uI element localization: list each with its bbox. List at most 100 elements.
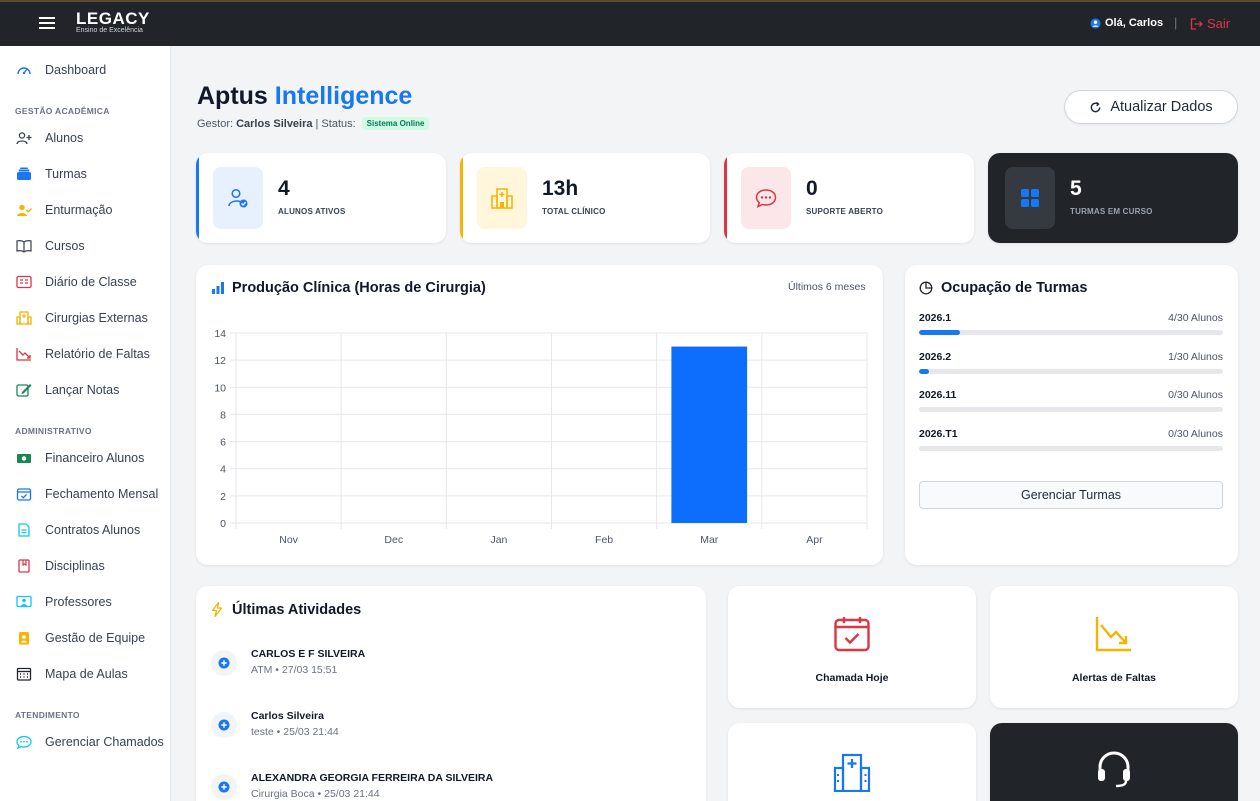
logo-sub-text: Ensino de Excelência — [76, 27, 143, 34]
y-tick-label: 4 — [220, 464, 226, 476]
sidebar-label-contratos: Contratos Alunos — [45, 523, 141, 537]
sidebar-label-dashboard: Dashboard — [45, 63, 107, 77]
user-greeting[interactable]: Olá, Carlos — [1090, 17, 1163, 29]
class-progress-track — [919, 446, 1223, 451]
quick-action-cirurgias[interactable] — [728, 723, 976, 801]
gestor-label: Gestor: — [197, 117, 234, 130]
plus-circle-icon — [211, 650, 237, 676]
user-check-icon — [16, 203, 32, 217]
lightning-icon — [211, 602, 223, 617]
sidebar-item-mapa[interactable]: Mapa de Aulas — [0, 661, 170, 687]
class-count: 1/30 Alunos — [1168, 351, 1223, 363]
production-chart-title: Produção Clínica (Horas de Cirurgia) — [232, 280, 486, 296]
sidebar-item-financeiro[interactable]: Financeiro Alunos — [0, 445, 170, 471]
brand-logo[interactable]: LEGACY Ensino de Excelência — [76, 10, 150, 35]
x-tick-label: Mar — [700, 534, 719, 546]
sidebar-label-cursos: Cursos — [45, 239, 85, 253]
class-progress-fill — [919, 330, 960, 335]
calendar-grid-icon — [16, 667, 32, 681]
quick-action-chamada[interactable]: Chamada Hoje — [728, 586, 976, 708]
stat-card-clinico[interactable]: 13h TOTAL CLÍNICO — [460, 153, 710, 243]
person-badge-icon — [16, 631, 32, 645]
sidebar-label-diario: Diário de Classe — [45, 275, 137, 289]
activity-meta: ATM • 27/03 15:51 — [251, 664, 338, 676]
topbar-separator: | — [1174, 15, 1178, 30]
page-title-main: Aptus — [197, 82, 268, 110]
grid-icon — [1005, 167, 1055, 229]
sidebar-item-enturmacao[interactable]: Enturmação — [0, 197, 170, 223]
class-name: 2026.11 — [919, 389, 957, 401]
stat-card-turmas[interactable]: 5 TURMAS EM CURSO — [988, 153, 1238, 243]
manage-classes-button[interactable]: Gerenciar Turmas — [919, 481, 1223, 509]
hamburger-menu-icon[interactable] — [38, 14, 56, 32]
status-badge: Sistema Online — [361, 117, 430, 130]
pie-chart-icon — [919, 281, 933, 295]
sidebar-label-notas: Lançar Notas — [45, 383, 120, 397]
calendar-check-icon — [833, 615, 871, 653]
class-progress-fill — [919, 369, 930, 374]
layers-icon — [16, 167, 32, 181]
sidebar-label-faltas: Relatório de Faltas — [45, 347, 150, 361]
hospital-icon — [16, 311, 32, 325]
occupancy-panel — [905, 265, 1238, 565]
pencil-square-icon — [16, 383, 32, 397]
class-name: 2026.1 — [919, 312, 952, 324]
sidebar-item-disciplinas[interactable]: Disciplinas — [0, 553, 170, 579]
x-tick-label: Apr — [806, 534, 823, 546]
activity-meta: Cirurgia Boca • 25/03 21:44 — [251, 788, 380, 800]
sidebar-item-dashboard[interactable]: Dashboard — [0, 57, 170, 83]
logo-main-text: LEGACY — [76, 9, 150, 28]
page-subtitle: Gestor: Carlos Silveira | Status: Sistem… — [197, 117, 430, 130]
activity-meta: teste • 25/03 21:44 — [251, 726, 339, 738]
x-tick-label: Dec — [384, 534, 403, 546]
class-count: 0/30 Alunos — [1168, 428, 1223, 440]
top-navbar: LEGACY Ensino de Excelência Olá, Carlos … — [0, 0, 1260, 46]
sidebar-label-fechamento: Fechamento Mensal — [45, 487, 159, 501]
stat-value: 5 — [1070, 177, 1082, 200]
cash-icon — [16, 451, 32, 465]
sidebar-item-cursos[interactable]: Cursos — [0, 233, 170, 259]
person-video-icon — [16, 595, 32, 609]
stat-label: TOTAL CLÍNICO — [542, 207, 606, 216]
activities-title: Últimas Atividades — [232, 602, 362, 618]
status-label: | Status: — [315, 117, 356, 130]
stat-label: TURMAS EM CURSO — [1070, 207, 1153, 216]
activity-item[interactable]: ALEXANDRA GEORGIA FERREIRA DA SILVEIRA C… — [211, 770, 691, 801]
section-heading-administrativo: ADMINISTRATIVO — [15, 426, 92, 436]
sidebar-item-contratos[interactable]: Contratos Alunos — [0, 517, 170, 543]
sidebar-item-chamados[interactable]: Gerenciar Chamados — [0, 729, 170, 755]
class-progress-track — [919, 407, 1223, 412]
y-tick-label: 8 — [220, 409, 226, 421]
sidebar-item-faltas[interactable]: Relatório de Faltas — [0, 341, 170, 367]
quick-action-suporte[interactable] — [990, 723, 1238, 801]
stat-accent-bar — [460, 153, 463, 243]
activity-name: ALEXANDRA GEORGIA FERREIRA DA SILVEIRA — [251, 772, 494, 784]
sidebar-item-notas[interactable]: Lançar Notas — [0, 377, 170, 403]
sidebar-item-diario[interactable]: Diário de Classe — [0, 269, 170, 295]
class-count: 4/30 Alunos — [1168, 312, 1223, 324]
sidebar-item-fechamento[interactable]: Fechamento Mensal — [0, 481, 170, 507]
logout-button[interactable]: Sair — [1190, 16, 1230, 31]
logout-icon — [1190, 17, 1203, 30]
sidebar-label-turmas: Turmas — [45, 167, 87, 181]
stat-card-alunos[interactable]: 4 ALUNOS ATIVOS — [196, 153, 446, 243]
production-range-label: Últimos 6 meses — [788, 281, 866, 293]
stat-card-suporte[interactable]: 0 SUPORTE ABERTO — [724, 153, 974, 243]
sidebar-item-equipe[interactable]: Gestão de Equipe — [0, 625, 170, 651]
activity-item[interactable]: Carlos Silveira teste • 25/03 21:44 — [211, 708, 691, 748]
user-check-icon — [213, 167, 263, 229]
activities-panel — [196, 586, 706, 801]
class-progress-track — [919, 369, 1223, 374]
sidebar-item-professores[interactable]: Professores — [0, 589, 170, 615]
production-chart-panel — [196, 265, 883, 565]
sidebar-item-turmas[interactable]: Turmas — [0, 161, 170, 187]
sidebar-label-professores: Professores — [45, 595, 112, 609]
bar-chart-icon — [211, 281, 225, 295]
sidebar-item-alunos[interactable]: Alunos — [0, 125, 170, 151]
stat-accent-bar — [196, 153, 199, 243]
quick-action-alertas[interactable]: Alertas de Faltas — [990, 586, 1238, 708]
sidebar-item-cirurgias[interactable]: Cirurgias Externas — [0, 305, 170, 331]
refresh-data-button[interactable]: Atualizar Dados — [1064, 90, 1238, 124]
activity-item[interactable]: CARLOS E F SILVEIRA ATM • 27/03 15:51 — [211, 646, 691, 686]
section-heading-atendimento: ATENDIMENTO — [15, 710, 80, 720]
